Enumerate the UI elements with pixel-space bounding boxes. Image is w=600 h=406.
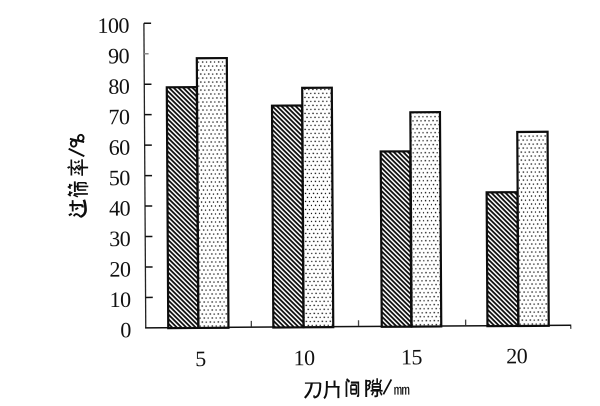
svg-text:60: 60: [109, 135, 131, 160]
svg-text:30: 30: [109, 226, 131, 251]
svg-text:mm: mm: [394, 384, 410, 400]
svg-text:5: 5: [195, 346, 206, 371]
svg-text:100: 100: [97, 13, 129, 38]
svg-text:20: 20: [506, 343, 528, 368]
svg-text:70: 70: [108, 104, 130, 129]
svg-text:0: 0: [120, 317, 131, 342]
svg-text:15: 15: [401, 344, 423, 369]
svg-text:50: 50: [109, 165, 131, 190]
svg-text:80: 80: [108, 74, 130, 99]
svg-text:40: 40: [109, 196, 131, 221]
svg-text:10: 10: [110, 287, 132, 312]
svg-text:10: 10: [294, 345, 316, 370]
svg-text:20: 20: [109, 257, 131, 282]
svg-text:90: 90: [108, 43, 130, 68]
